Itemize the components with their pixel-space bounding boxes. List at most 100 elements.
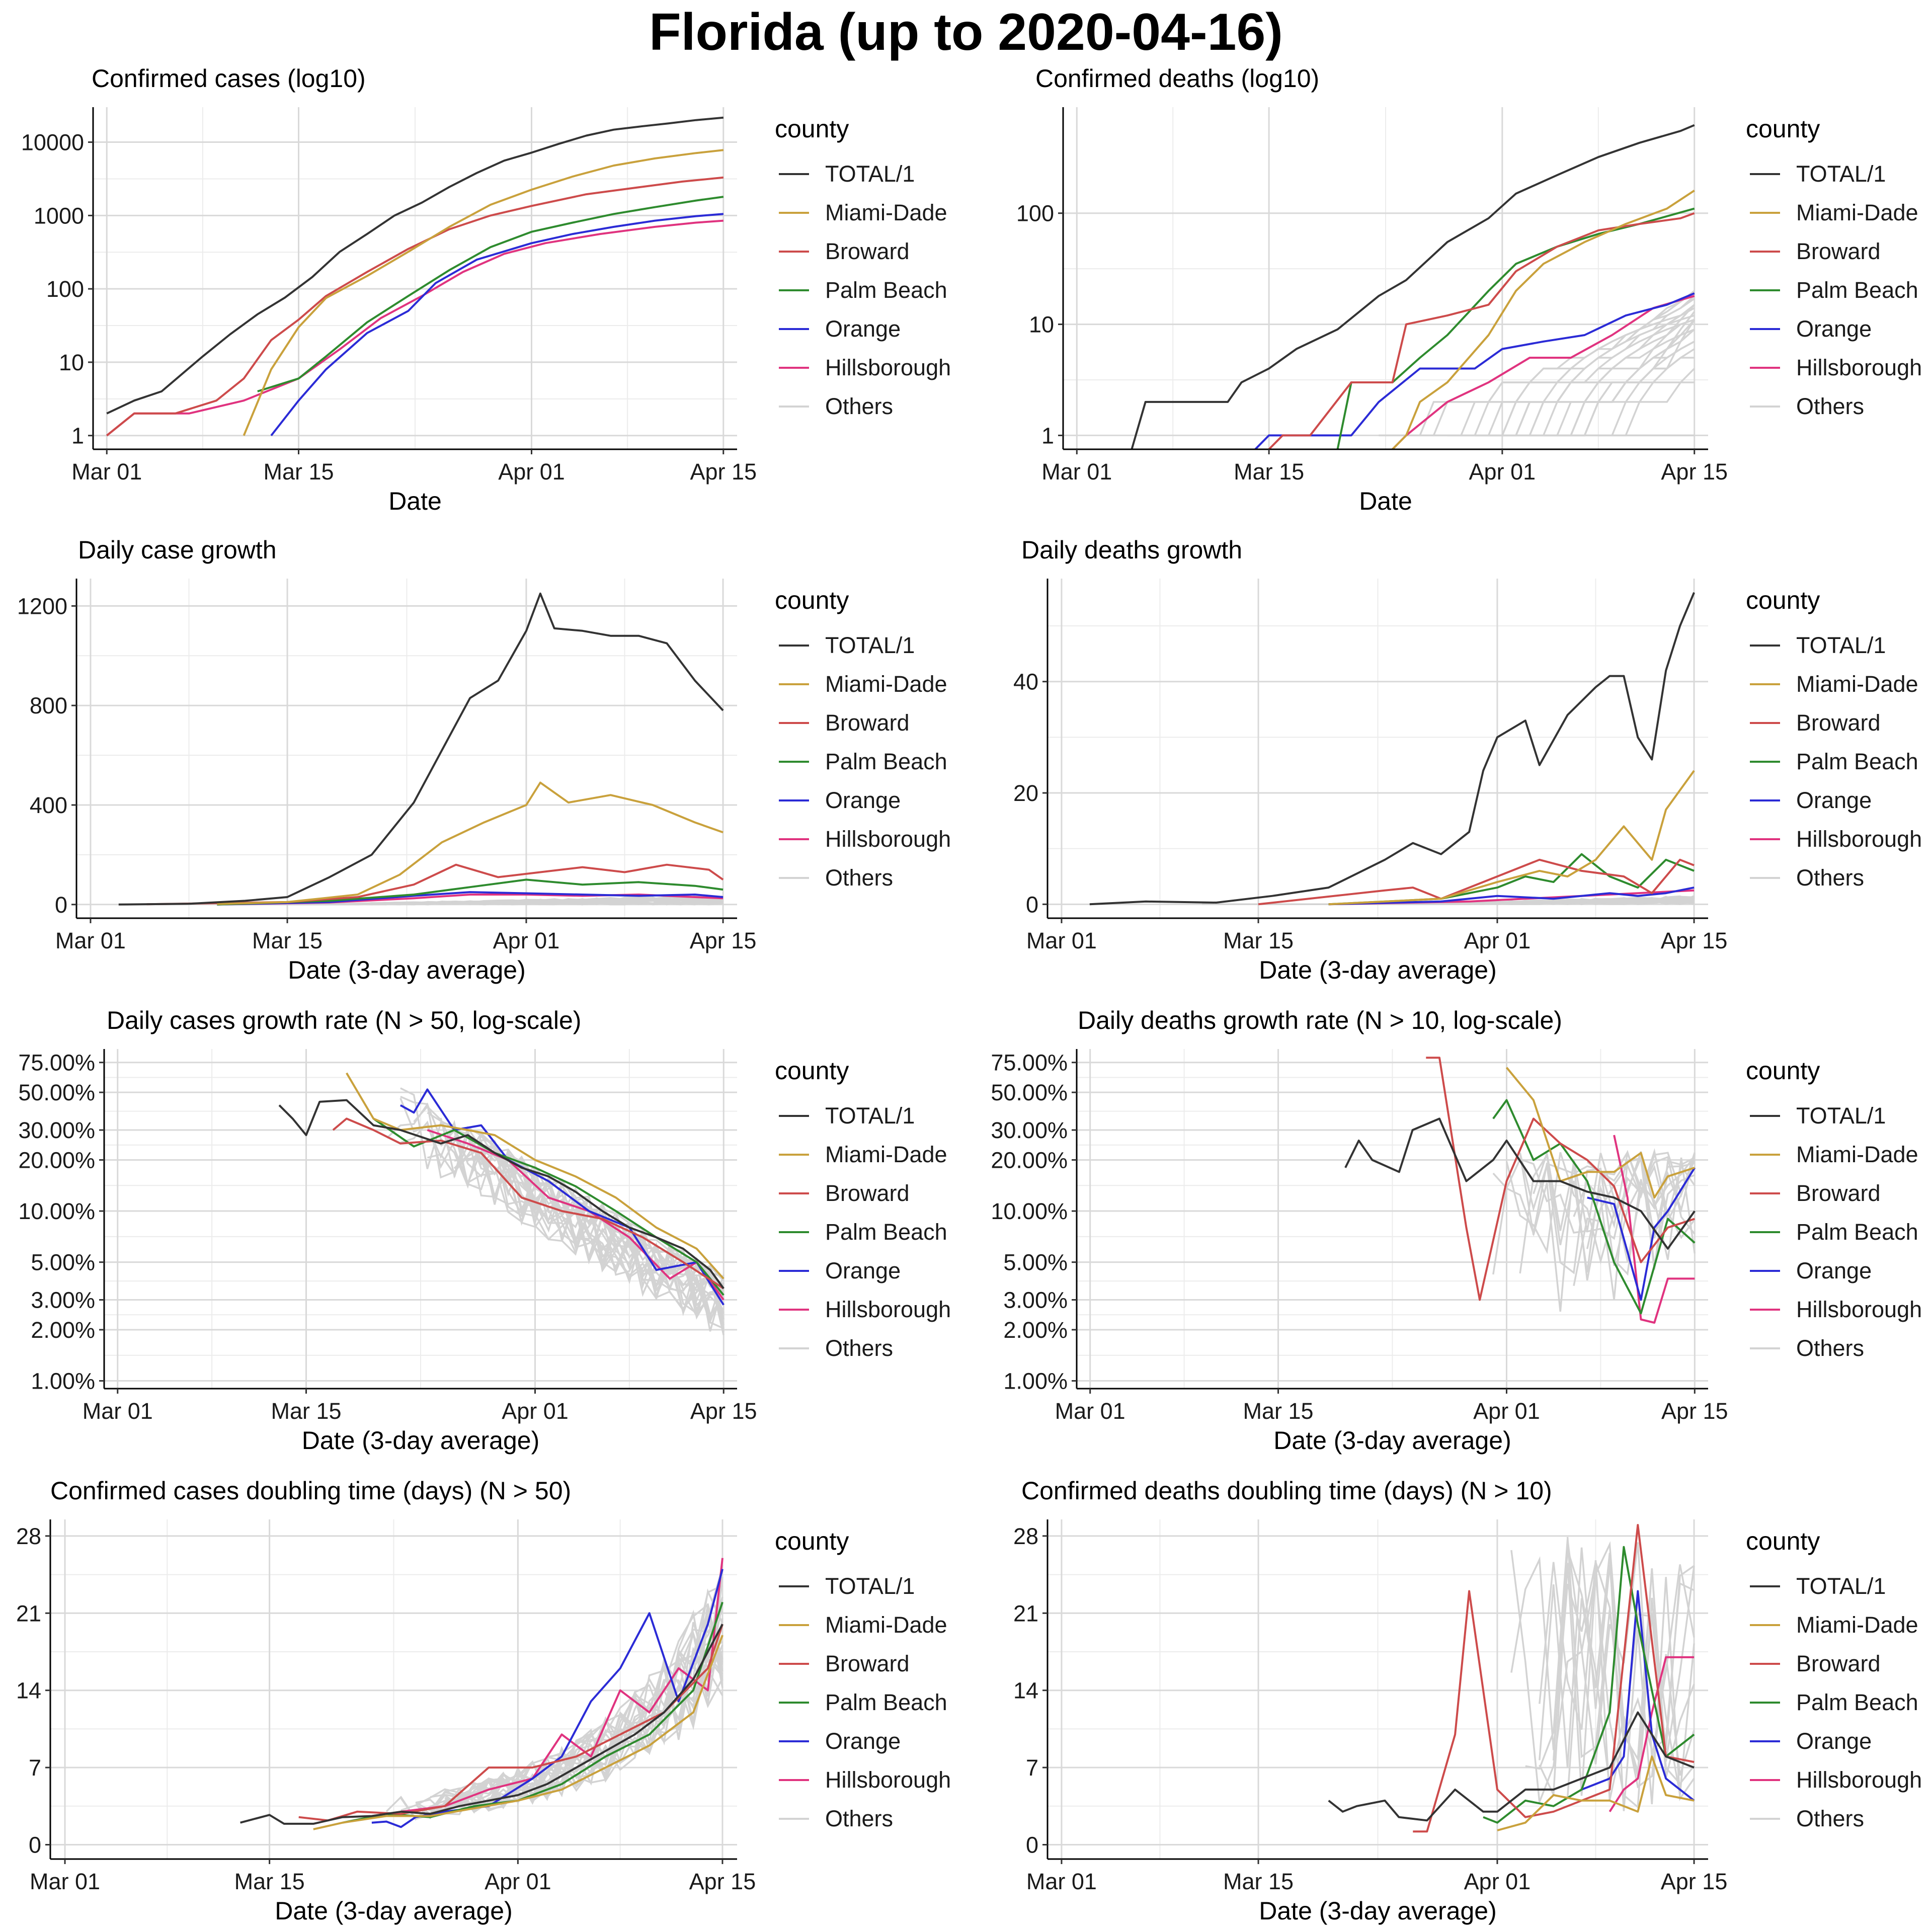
panel-1: 1 10 100 1000 10000 Mar 01 Mar 15 Apr 01 Apr 15 C… <box>21 64 951 515</box>
y-tick-label: 28 <box>16 1523 41 1549</box>
legend-entry: TOTAL/1 <box>1796 1573 1886 1599</box>
y-tick-label: 2.00% <box>31 1317 95 1343</box>
panel-title: Daily cases growth rate (N > 50, log-sca… <box>107 1006 581 1034</box>
series-broward-line <box>1413 1524 1695 1833</box>
y-tick-label: 14 <box>16 1678 41 1704</box>
y-tick-label: 1000 <box>34 203 84 228</box>
y-tick-label: 20 <box>1013 780 1038 806</box>
panel-title: Daily deaths growth <box>1021 536 1242 564</box>
legend-entry: Orange <box>825 787 901 813</box>
legend-entry: Miami-Dade <box>825 1142 947 1167</box>
x-tick-label: Mar 15 <box>1223 928 1294 953</box>
series-others-line <box>1420 318 1695 437</box>
x-tick-label: Apr 01 <box>1464 928 1531 953</box>
y-tick-label: 40 <box>1013 669 1038 695</box>
y-tick-label: 3.00% <box>1003 1287 1068 1313</box>
y-tick-label: 75.00% <box>991 1050 1068 1076</box>
y-tick-label: 10 <box>59 350 84 375</box>
y-tick-label: 100 <box>46 276 84 302</box>
legend-entry: Others <box>1796 393 1864 419</box>
y-tick-label: 5.00% <box>31 1250 95 1275</box>
y-tick-label: 10.00% <box>991 1198 1068 1224</box>
series-others-line <box>440 1117 725 1315</box>
legend-entry: Miami-Dade <box>825 200 947 225</box>
x-tick-label: Apr 01 <box>498 459 565 485</box>
panel-title: Confirmed deaths (log10) <box>1035 64 1319 93</box>
x-tick-label: Apr 15 <box>690 928 757 953</box>
series-broward-line <box>106 176 723 437</box>
series-others-line <box>430 1566 723 1809</box>
y-tick-label: 0 <box>55 892 67 918</box>
series-others-line <box>1447 298 1695 437</box>
series-hillsborough-line <box>217 894 723 906</box>
legend-entry: Miami-Dade <box>1796 671 1918 697</box>
legend-entry: Miami-Dade <box>1796 200 1918 225</box>
x-axis-label: Date (3-day average) <box>275 1897 512 1925</box>
y-tick-label: 1 <box>1041 423 1054 448</box>
legend-entry: Miami-Dade <box>825 671 947 697</box>
legend-entry: Hillsborough <box>825 1767 951 1793</box>
series-hillsborough-line <box>1392 295 1695 450</box>
x-tick-label: Mar 15 <box>271 1398 341 1424</box>
legend-entry: Palm Beach <box>1796 1219 1918 1245</box>
x-tick-label: Mar 15 <box>1243 1398 1314 1424</box>
x-tick-label: Apr 15 <box>690 459 757 485</box>
panel-6: 1.00% 2.00% 3.00% 5.00% 10.00% 20.00% 30.00% 50… <box>991 1006 1922 1455</box>
y-tick-label: 10000 <box>21 130 84 155</box>
y-tick-label: 21 <box>1013 1600 1038 1626</box>
x-tick-label: Apr 15 <box>1661 459 1728 485</box>
legend: county TOTAL/1 Miami-Dade Broward Palm Beach… <box>1746 115 1922 419</box>
legend-entry: Palm Beach <box>825 277 947 303</box>
x-axis-label: Date (3-day average) <box>1259 1897 1496 1925</box>
panel-2: 1 10 100 Mar 01 Mar 15 Apr 01 Apr 15 Confirmed … <box>1016 64 1922 515</box>
legend-entry: Broward <box>1796 1651 1881 1676</box>
series-others-line <box>1586 1150 1696 1249</box>
y-tick-label: 1200 <box>17 593 67 619</box>
series-others-line <box>1539 1547 1695 1795</box>
series-others-line <box>231 897 723 906</box>
x-tick-label: Mar 15 <box>1223 1869 1294 1894</box>
series-palm-beach-line <box>217 878 723 906</box>
y-tick-label: 21 <box>16 1600 41 1626</box>
legend-entry: Orange <box>1796 787 1872 813</box>
legend-entry: Others <box>1796 1335 1864 1361</box>
y-tick-label: 30.00% <box>991 1117 1068 1143</box>
x-tick-label: Apr 15 <box>690 1398 757 1424</box>
series-others-line <box>454 1139 725 1297</box>
series-total-1-line <box>118 592 724 906</box>
series-miami-dade-line <box>346 1072 725 1279</box>
series-others-line <box>1492 1153 1696 1262</box>
legend-entry: Palm Beach <box>825 1689 947 1715</box>
series-others-line <box>400 1087 725 1297</box>
series-others-line <box>385 1608 723 1820</box>
series-hillsborough-line <box>1608 1656 1695 1812</box>
panel-title: Confirmed deaths doubling time (days) (N… <box>1021 1477 1552 1505</box>
series-total-1-line <box>106 116 723 415</box>
series-others-line <box>1530 341 1695 437</box>
x-tick-label: Apr 01 <box>1473 1398 1540 1424</box>
y-tick-label: 0 <box>1026 892 1038 917</box>
figure-title: Florida (up to 2020-04-16) <box>649 3 1283 61</box>
legend-entry: Orange <box>1796 316 1872 342</box>
y-tick-label: 1 <box>71 423 84 449</box>
legend-entry: TOTAL/1 <box>1796 161 1886 187</box>
legend-entry: Hillsborough <box>1796 1767 1922 1793</box>
x-axis-label: Date <box>1359 487 1412 515</box>
x-tick-label: Mar 01 <box>30 1869 100 1894</box>
series-total-1-line <box>278 1099 725 1290</box>
y-tick-label: 1.00% <box>31 1369 95 1394</box>
series-hillsborough-line <box>1613 1135 1695 1324</box>
legend: county TOTAL/1 Miami-Dade Broward Palm Beach… <box>775 1057 951 1361</box>
legend-entry: Others <box>825 393 893 419</box>
y-tick-label: 100 <box>1016 201 1054 226</box>
panel-title: Confirmed cases (log10) <box>92 64 366 93</box>
series-others-line <box>1516 381 1695 437</box>
x-tick-label: Mar 01 <box>55 928 126 953</box>
series-palm-beach-line <box>373 1117 725 1296</box>
series-miami-dade-line <box>1497 1755 1695 1831</box>
x-tick-label: Mar 01 <box>1041 459 1112 485</box>
x-tick-label: Apr 01 <box>1469 459 1536 485</box>
series-miami-dade-line <box>1505 1067 1695 1199</box>
legend-entry: TOTAL/1 <box>825 632 915 658</box>
